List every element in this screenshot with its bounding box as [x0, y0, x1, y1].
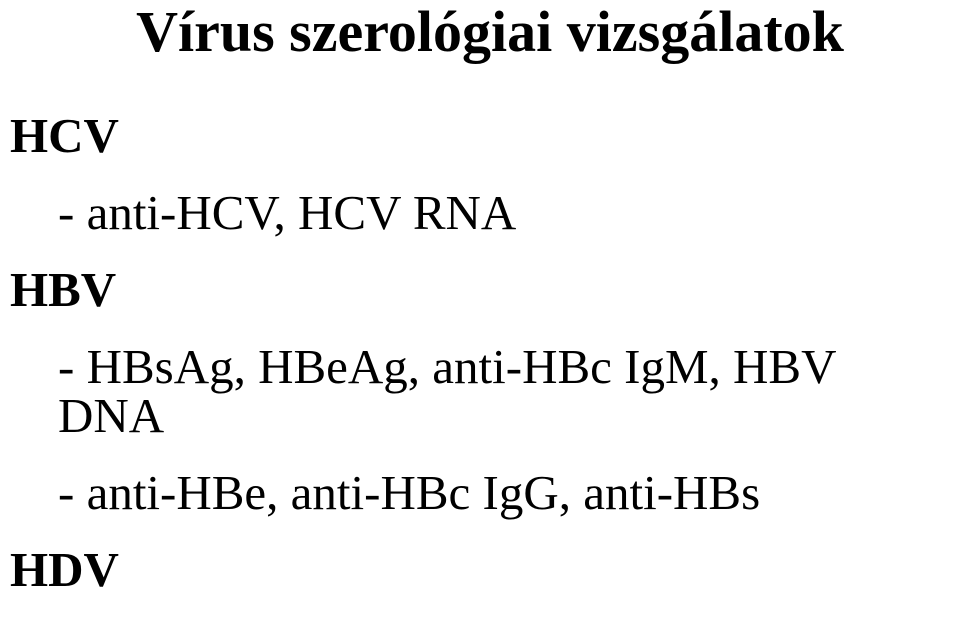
hcv-line-1: - anti-HCV, HCV RNA: [10, 188, 950, 237]
slide-page: Vírus szerológiai vizsgálatok HCV - anti…: [0, 0, 960, 620]
slide-title: Vírus szerológiai vizsgálatok: [0, 2, 960, 63]
slide-body: HCV - anti-HCV, HCV RNA HBV - HBsAg, HBe…: [10, 95, 950, 620]
hbv-line-2: - anti-HBe, anti-HBc IgG, anti-HBs: [10, 468, 950, 517]
section-head-hbv: HBV: [10, 265, 950, 314]
section-head-hdv: HDV: [10, 545, 950, 594]
hbv-line-1: - HBsAg, HBeAg, anti-HBc IgM, HBV DNA: [10, 342, 950, 440]
section-head-hcv: HCV: [10, 111, 950, 160]
